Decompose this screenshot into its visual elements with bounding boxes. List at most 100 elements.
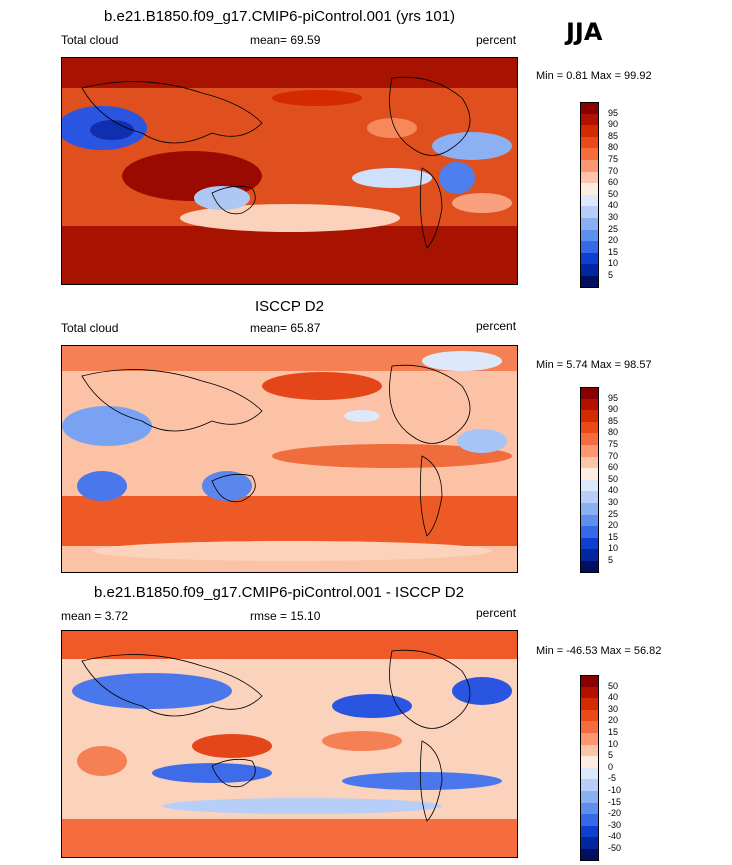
colorbar-tick-label: 80 [608, 142, 619, 153]
colorbar-box [580, 756, 599, 768]
colorbar-tick-label: -10 [608, 785, 622, 795]
colorbar-box [580, 561, 599, 573]
colorbar-tick-label: 30 [608, 703, 619, 714]
panel-1-mean-label: mean= 69.59 [250, 33, 321, 47]
colorbar-box [580, 433, 599, 445]
panel-1-units-label: percent [476, 33, 517, 47]
colorbar-box [580, 206, 599, 218]
panel-1-title: b.e21.B1850.f09_g17.CMIP6-piControl.001 … [104, 8, 456, 25]
colorbar-tick-label: 20 [608, 520, 619, 531]
colorbar-box [580, 675, 599, 687]
colorbar-tick-label: 20 [608, 235, 619, 246]
panel-2-units-label: percent [476, 319, 517, 333]
colorbar-tick-label: 50 [608, 188, 619, 199]
colorbar-box [580, 276, 599, 288]
panel-3-rmse-label: rmse = 15.10 [250, 609, 321, 623]
colorbar-box [580, 241, 599, 253]
colorbar-tick-label: 60 [608, 462, 619, 473]
colorbar-box [580, 733, 599, 745]
colorbar-tick-label: 70 [608, 165, 619, 176]
colorbar-tick-label: 15 [608, 531, 619, 542]
colorbar-box [580, 136, 599, 149]
colorbar-tick-label: 40 [608, 485, 619, 496]
colorbar-box [580, 491, 599, 503]
colorbar-box [580, 709, 599, 722]
colorbar-box [580, 686, 599, 699]
colorbar-box [580, 849, 599, 861]
panel-1-map-svg [62, 58, 517, 284]
colorbar-tick-label: 30 [608, 497, 619, 507]
colorbar-tick-label: 90 [608, 404, 619, 415]
colorbar-tick-label: -50 [608, 843, 622, 853]
colorbar-tick-label: 10 [608, 738, 619, 749]
colorbar-box [580, 721, 599, 733]
colorbar-box [580, 102, 599, 114]
colorbar-tick-label: 40 [608, 692, 619, 703]
colorbar-tick-label: 40 [608, 200, 619, 211]
colorbar-box [580, 125, 599, 137]
season-label: JJA [566, 18, 603, 46]
colorbar-tick-label: 10 [608, 258, 619, 269]
colorbar-tick-label: 75 [608, 154, 619, 164]
panel-1-minmax: Min = 0.81 Max = 99.92 [536, 70, 652, 82]
colorbar-box [580, 398, 599, 411]
colorbar-tick-label: 5 [608, 750, 614, 761]
colorbar-tick-label: 80 [608, 427, 619, 438]
panel-3-minmax: Min = -46.53 Max = 56.82 [536, 645, 662, 657]
colorbar-box [580, 229, 599, 242]
colorbar-box [580, 410, 599, 422]
colorbar-tick-label: -40 [608, 831, 622, 842]
colorbar-box [580, 503, 599, 515]
colorbar-box [580, 779, 599, 791]
colorbar-box [580, 537, 599, 550]
colorbar-tick-label: 50 [608, 680, 619, 691]
colorbar-box [580, 744, 599, 757]
colorbar-tick-label: 10 [608, 543, 619, 554]
colorbar-tick-label: -15 [608, 796, 622, 807]
colorbar-box [580, 445, 599, 457]
colorbar-box [580, 218, 599, 230]
colorbar-box [580, 526, 599, 538]
colorbar-box [580, 113, 599, 126]
colorbar-box [580, 825, 599, 838]
colorbar-tick-label: 25 [608, 223, 619, 234]
colorbar-tick-label: 60 [608, 177, 619, 188]
panel-2-title: ISCCP D2 [255, 298, 324, 315]
colorbar-box [580, 837, 599, 849]
colorbar-box [580, 148, 599, 160]
colorbar-box [580, 791, 599, 803]
colorbar-box [580, 264, 599, 276]
colorbar-tick-label: 75 [608, 439, 619, 449]
colorbar-box [580, 421, 599, 434]
colorbar-tick-label: 15 [608, 727, 619, 737]
colorbar-tick-label: 15 [608, 246, 619, 257]
panel-3-title: b.e21.B1850.f09_g17.CMIP6-piControl.001 … [94, 584, 464, 601]
colorbar-box [580, 698, 599, 710]
colorbar-box [580, 171, 599, 184]
panel-2-minmax: Min = 5.74 Max = 98.57 [536, 359, 652, 371]
panel-2-mean-label: mean= 65.87 [250, 321, 321, 335]
colorbar-box [580, 160, 599, 172]
colorbar-tick-label: 30 [608, 212, 619, 222]
panel-2-variable-label: Total cloud [61, 321, 119, 335]
colorbar-box [580, 468, 599, 480]
colorbar-tick-label: -30 [608, 819, 622, 830]
colorbar-tick-label: 95 [608, 107, 619, 118]
colorbar-box [580, 549, 599, 561]
colorbar-box [580, 814, 599, 826]
panel-1-variable-label: Total cloud [61, 33, 119, 47]
colorbar-box [580, 456, 599, 469]
colorbar-tick-label: 20 [608, 715, 619, 726]
colorbar-box [580, 387, 599, 399]
colorbar-tick-label: 5 [608, 555, 614, 565]
colorbar-tick-label: 5 [608, 270, 614, 280]
panel-3-map [61, 630, 518, 858]
colorbar-box [580, 802, 599, 815]
colorbar-box [580, 479, 599, 492]
colorbar-tick-label: 85 [608, 415, 619, 426]
colorbar-box [580, 767, 599, 780]
panel-1-map [61, 57, 518, 285]
colorbar-box [580, 252, 599, 265]
panel-3-units-label: percent [476, 606, 517, 620]
colorbar-tick-label: -5 [608, 773, 617, 784]
